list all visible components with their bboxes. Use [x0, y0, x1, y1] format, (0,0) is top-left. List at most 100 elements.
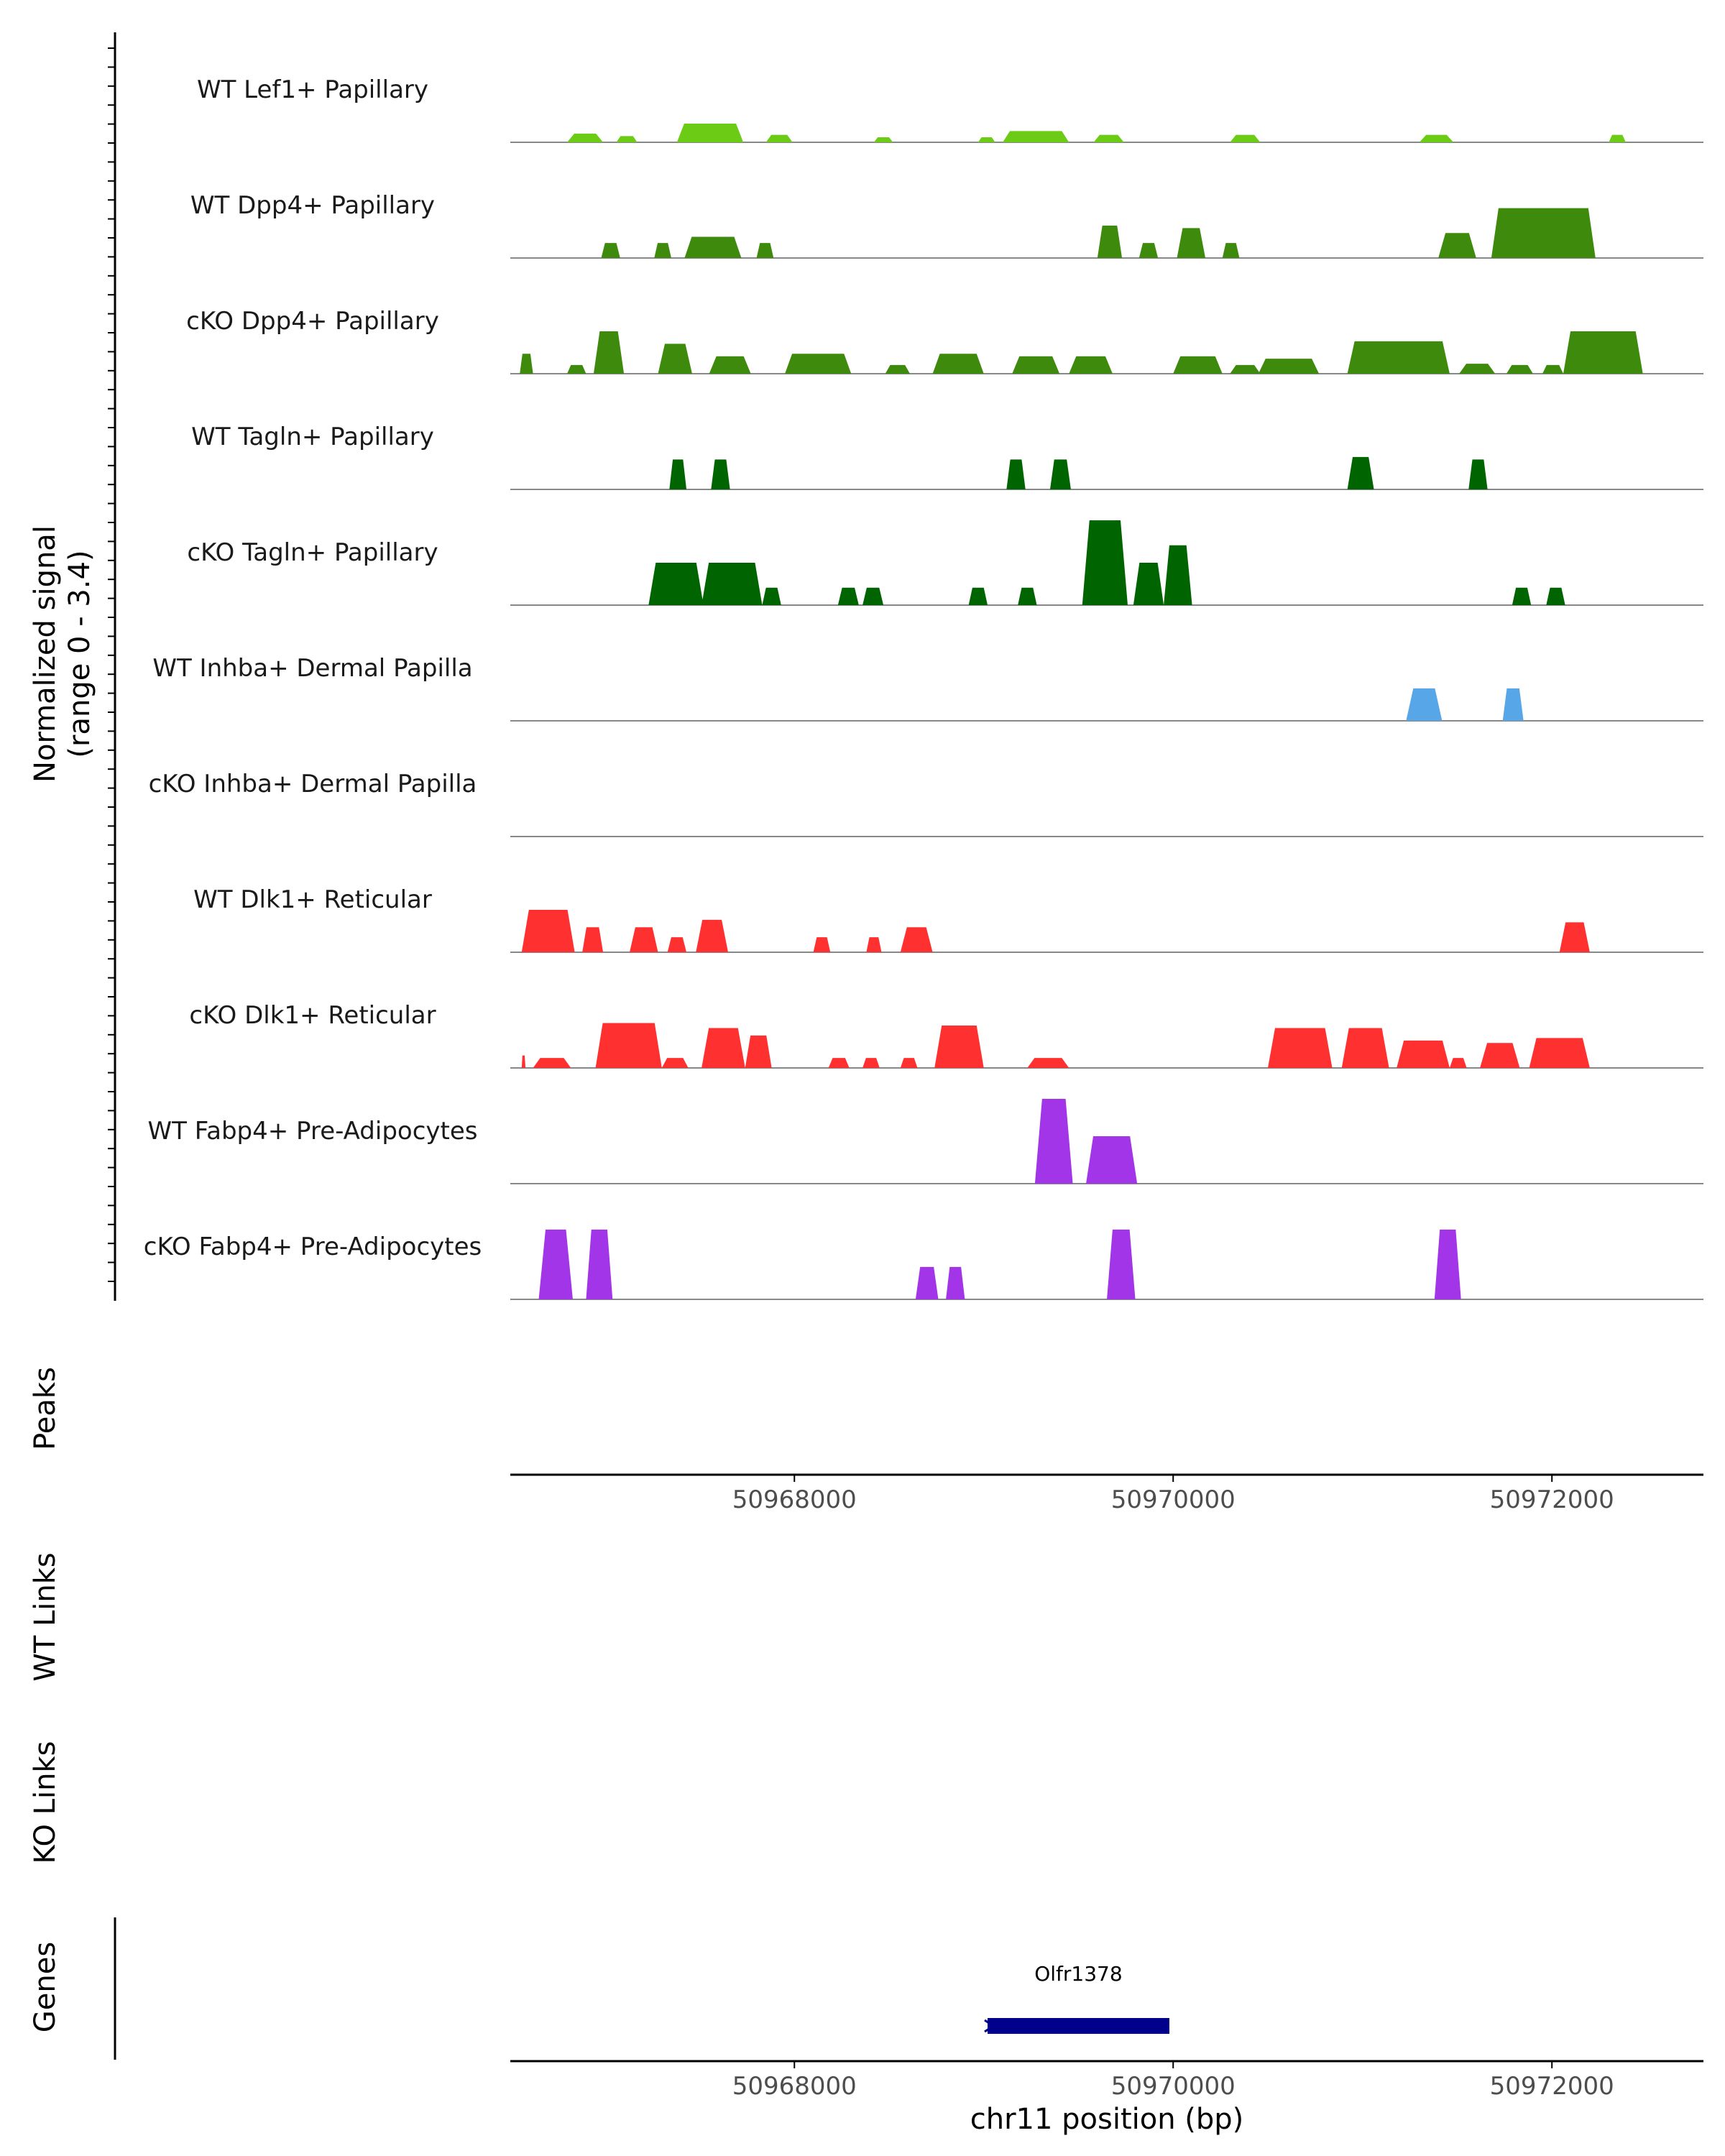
track-label: WT Fabp4+ Pre-Adipocytes — [148, 1117, 478, 1146]
coverage-peak — [586, 1229, 613, 1299]
track-label: cKO Dpp4+ Papillary — [186, 307, 439, 336]
coverage-peak — [676, 123, 744, 142]
gene-strand-arrow — [984, 2024, 994, 2033]
coverage-peak — [1434, 1229, 1461, 1299]
coverage-peak — [1506, 364, 1533, 374]
coverage-peak — [862, 1058, 880, 1068]
coverage-peak — [915, 1266, 939, 1299]
coverage-peak — [709, 356, 751, 374]
coverage-peak — [616, 136, 638, 142]
genes-x-ticks: 50968000 50970000 50972000 — [732, 2061, 1614, 2101]
coverage-peak — [1406, 688, 1443, 721]
coverage-peak — [533, 1058, 571, 1068]
coverage-peak — [521, 910, 575, 952]
coverage-peak — [654, 243, 671, 258]
coverage-peak — [934, 1026, 984, 1068]
coverage-peak — [1529, 1038, 1590, 1068]
coverage-peak — [1459, 364, 1496, 374]
track-label: WT Dlk1+ Reticular — [193, 885, 432, 914]
coverage-peak — [1086, 1136, 1138, 1184]
x-tick-label: 50972000 — [1490, 2072, 1614, 2101]
coverage-peak — [1347, 341, 1450, 374]
coverage-peak — [1027, 1058, 1070, 1068]
coverage-peak — [1341, 1028, 1389, 1068]
track-label: cKO Fabp4+ Pre-Adipocytes — [144, 1233, 482, 1261]
coverage-peak — [873, 137, 893, 142]
coverage-peak — [1512, 587, 1532, 605]
coverage-peak — [745, 1035, 772, 1068]
coverage-peak — [1069, 356, 1113, 374]
x-tick-label: 50968000 — [732, 1485, 857, 1514]
coverage-peak — [1491, 208, 1596, 258]
coverage-peak — [1082, 520, 1128, 605]
coverage-peak — [669, 459, 687, 489]
coverage-peak — [582, 927, 604, 952]
coverage-peak — [567, 133, 604, 142]
coverage-peak — [696, 919, 729, 952]
coverage-peak — [702, 563, 763, 605]
coverage-peak — [1093, 134, 1124, 142]
coverage-peak — [1258, 359, 1320, 374]
coverage-peak — [1438, 233, 1476, 258]
coverage-peak — [932, 354, 984, 374]
coverage-peak — [1222, 243, 1240, 258]
coverage-peak — [837, 587, 859, 605]
peaks-track-label: Peaks — [29, 1367, 62, 1450]
coverage-tracks: WT Lef1+ Papillary WT Dpp4+ Papillary cKO … — [144, 75, 1703, 1300]
coverage-peak — [593, 331, 625, 374]
wt-links-track-label: WT Links — [29, 1552, 62, 1681]
track-label: WT Tagln+ Papillary — [191, 423, 434, 451]
coverage-peak — [1034, 1099, 1073, 1184]
coverage-peak — [1107, 1229, 1136, 1299]
coverage-peak — [813, 937, 831, 952]
coverage-peak — [658, 344, 692, 374]
coverage-peak — [1049, 459, 1071, 489]
coverage-y-ticks — [108, 47, 115, 1282]
track-label: WT Dpp4+ Papillary — [190, 191, 435, 220]
coverage-peak — [1164, 545, 1192, 605]
coverage-peak — [567, 364, 586, 374]
coverage-peak — [1173, 356, 1223, 374]
coverage-peak — [1449, 1058, 1467, 1068]
gene-strand-arrow — [984, 2019, 994, 2027]
x-tick-label: 50968000 — [732, 2072, 857, 2101]
track-label: cKO Dlk1+ Reticular — [189, 1001, 436, 1030]
coverage-peak — [648, 563, 704, 605]
coverage-peak — [1006, 459, 1026, 489]
coverage-peak — [828, 1058, 850, 1068]
coverage-peak — [1480, 1043, 1520, 1068]
coverage-peak — [1267, 1028, 1333, 1068]
coverage-peak — [1559, 922, 1590, 952]
coverage-y-range-label: (range 0 - 3.4) — [63, 550, 96, 757]
coverage-peak — [661, 1058, 689, 1068]
track-label: WT Lef1+ Papillary — [197, 75, 428, 104]
coverage-peak — [1542, 364, 1564, 374]
peaks-x-ticks: 50968000 50970000 50972000 — [732, 1475, 1614, 1514]
x-axis-label: chr11 position (bp) — [970, 2103, 1244, 2136]
coverage-peak — [885, 364, 910, 374]
coverage-peak — [684, 236, 742, 258]
gene-body — [988, 2018, 1169, 2034]
ko-links-track-label: KO Links — [29, 1741, 62, 1864]
coverage-peak — [1003, 131, 1070, 142]
coverage-peak — [968, 587, 988, 605]
coverage-peak — [1609, 134, 1626, 142]
coverage-y-label: Normalized signal — [29, 525, 62, 783]
coverage-peak — [946, 1266, 965, 1299]
coverage-peak — [667, 937, 687, 952]
track-label: WT Inhba+ Dermal Papilla — [152, 654, 472, 683]
gene-models: Olfr1378 — [984, 1962, 1169, 2034]
coverage-peak — [1018, 587, 1037, 605]
coverage-peak — [1419, 134, 1454, 142]
coverage-peak — [520, 354, 533, 374]
coverage-peak — [1138, 243, 1159, 258]
coverage-peak — [538, 1229, 573, 1299]
coverage-peak — [521, 1055, 526, 1068]
coverage-peak — [1230, 364, 1261, 374]
coverage-peak — [595, 1023, 662, 1068]
gene-label: Olfr1378 — [1034, 1962, 1122, 1986]
track-label: cKO Tagln+ Papillary — [187, 538, 438, 567]
coverage-peak — [900, 1058, 918, 1068]
coverage-peak — [756, 243, 774, 258]
